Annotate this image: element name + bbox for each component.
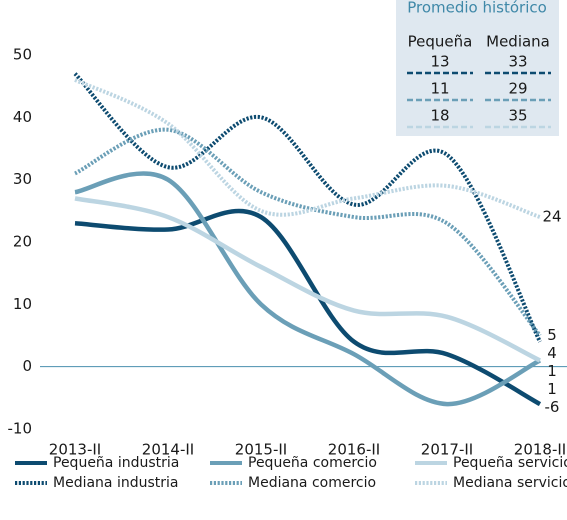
series-line — [74, 208, 542, 407]
legend-label: Pequeña servicios — [453, 455, 567, 471]
legend-label: Mediana comercio — [248, 475, 376, 491]
data-label: 1 — [547, 362, 557, 380]
series-line — [74, 78, 541, 219]
x-tick-label: 2014-II — [142, 441, 194, 459]
y-tick-label: 0 — [22, 357, 32, 375]
x-tick-label: 2017-II — [421, 441, 473, 459]
data-label: -6 — [545, 398, 560, 416]
inset-column: Pequeña — [408, 33, 473, 51]
legend-label: Mediana servicios — [453, 475, 567, 491]
y-tick-label: 50 — [13, 46, 32, 64]
inset-value: 11 — [430, 80, 449, 98]
series-line — [73, 72, 542, 343]
inset-value: 35 — [508, 107, 527, 125]
inset-value: 18 — [430, 107, 449, 125]
x-tick-label: 2018-II — [514, 441, 566, 459]
y-tick-label: 30 — [13, 170, 32, 188]
data-label: 1 — [547, 380, 557, 398]
inset-title: Promedio histórico — [407, 0, 547, 17]
legend-label: Pequeña industria — [53, 455, 179, 471]
y-tick-label: 10 — [13, 295, 32, 313]
series-line — [74, 196, 541, 363]
y-tick-label: 20 — [13, 233, 32, 251]
x-tick-label: 2015-II — [235, 441, 287, 459]
y-tick-label: -10 — [8, 420, 33, 438]
data-label: 4 — [547, 344, 557, 362]
series-line — [74, 127, 542, 337]
data-label: 24 — [542, 208, 561, 226]
legend-label: Pequeña comercio — [248, 455, 377, 471]
inset-value: 33 — [508, 53, 527, 71]
inset-value: 13 — [430, 53, 449, 71]
legend-label: Mediana industria — [53, 475, 178, 491]
x-tick-label: 2016-II — [328, 441, 380, 459]
x-tick-label: 2013-II — [49, 441, 101, 459]
inset-box — [396, 0, 559, 136]
data-label: 5 — [547, 326, 557, 344]
series-line — [74, 171, 542, 407]
inset-column: Mediana — [486, 33, 550, 51]
inset-value: 29 — [508, 80, 527, 98]
y-tick-label: 40 — [13, 108, 32, 126]
